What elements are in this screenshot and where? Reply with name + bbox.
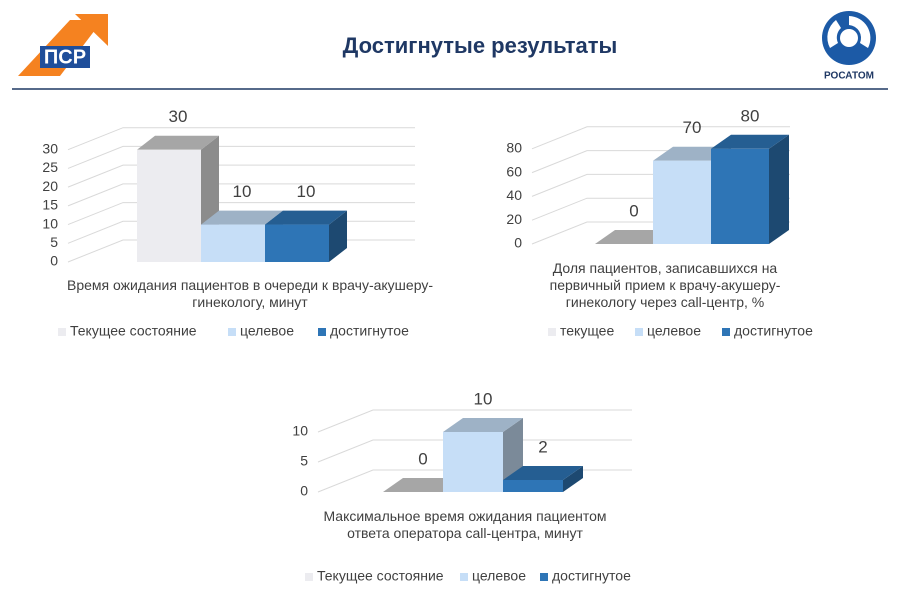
bar xyxy=(443,432,503,492)
bar-top xyxy=(443,418,523,432)
value-label: 2 xyxy=(538,437,547,456)
y-tick-label: 20 xyxy=(42,178,58,194)
legend-label: Текущее состояние xyxy=(70,323,197,339)
bar-side xyxy=(769,134,789,244)
legend-swatch xyxy=(635,328,643,336)
legend-swatch xyxy=(305,573,313,581)
bar-side xyxy=(563,466,583,492)
chart-title: Доля пациентов, записавшихся на первичны… xyxy=(549,260,781,310)
value-label: 80 xyxy=(741,106,760,125)
legend-swatch xyxy=(540,573,548,581)
bar xyxy=(265,224,329,262)
legend-swatch xyxy=(460,573,468,581)
value-label: 0 xyxy=(629,201,638,220)
bar xyxy=(711,148,769,244)
legend-swatch xyxy=(548,328,556,336)
logo-left-text: ПСР xyxy=(44,46,86,68)
chart-title: Максимальное время ожидания пациентом от… xyxy=(323,508,607,541)
legend-label: достигнутое xyxy=(330,323,409,339)
logo-right: РОСАТОМ xyxy=(822,11,876,82)
y-tick-label: 60 xyxy=(506,163,522,179)
y-tick-label: 40 xyxy=(506,187,522,203)
y-tick-label: 0 xyxy=(514,235,522,251)
legend-swatch xyxy=(318,328,326,336)
y-tick-label: 10 xyxy=(42,215,58,231)
legend-label: целевое xyxy=(240,323,294,339)
legend-label: целевое xyxy=(647,323,701,339)
legend-swatch xyxy=(722,328,730,336)
value-label: 0 xyxy=(418,449,427,468)
bar-top xyxy=(137,135,219,150)
grid-line xyxy=(531,126,790,150)
value-label: 70 xyxy=(683,118,702,137)
bar-side xyxy=(329,210,347,262)
logo-right-text: РОСАТОМ xyxy=(824,71,874,82)
grid-line xyxy=(67,127,415,151)
legend-label: текущее xyxy=(560,323,614,339)
y-tick-label: 0 xyxy=(50,253,58,269)
y-tick-label: 5 xyxy=(300,453,308,469)
bar-top xyxy=(201,210,283,225)
y-tick-label: 80 xyxy=(506,140,522,156)
y-tick-label: 0 xyxy=(300,483,308,499)
chart-title: Время ожидания пациентов в очереди к вра… xyxy=(67,277,433,310)
y-tick-label: 25 xyxy=(42,159,58,175)
value-label: 10 xyxy=(474,389,493,408)
bar-top xyxy=(265,210,347,225)
grid-line xyxy=(67,145,415,169)
grid-line xyxy=(67,202,415,226)
bar-top xyxy=(711,134,789,149)
bar xyxy=(201,224,265,262)
y-tick-label: 10 xyxy=(292,423,308,439)
grid-line xyxy=(317,439,632,463)
legend-label: достигнутое xyxy=(734,323,813,339)
grid-line xyxy=(317,409,632,433)
value-label: 10 xyxy=(297,182,316,201)
legend-label: достигнутое xyxy=(552,568,631,584)
bar-top xyxy=(503,466,583,480)
legend-label: Текущее состояние xyxy=(317,568,444,584)
y-tick-label: 5 xyxy=(50,234,58,250)
bar xyxy=(137,149,201,262)
grid-line xyxy=(67,164,415,188)
grid-line xyxy=(67,183,415,207)
legend-label: целевое xyxy=(472,568,526,584)
y-tick-label: 15 xyxy=(42,197,58,213)
bar xyxy=(503,480,563,492)
value-label: 30 xyxy=(169,107,188,126)
legend-swatch xyxy=(228,328,236,336)
legend-swatch xyxy=(58,328,66,336)
logo-left: ПСР xyxy=(18,14,108,76)
bar xyxy=(653,160,711,244)
slide-title: Достигнутые результаты xyxy=(343,33,618,58)
y-tick-label: 30 xyxy=(42,140,58,156)
y-tick-label: 20 xyxy=(506,211,522,227)
value-label: 10 xyxy=(233,182,252,201)
